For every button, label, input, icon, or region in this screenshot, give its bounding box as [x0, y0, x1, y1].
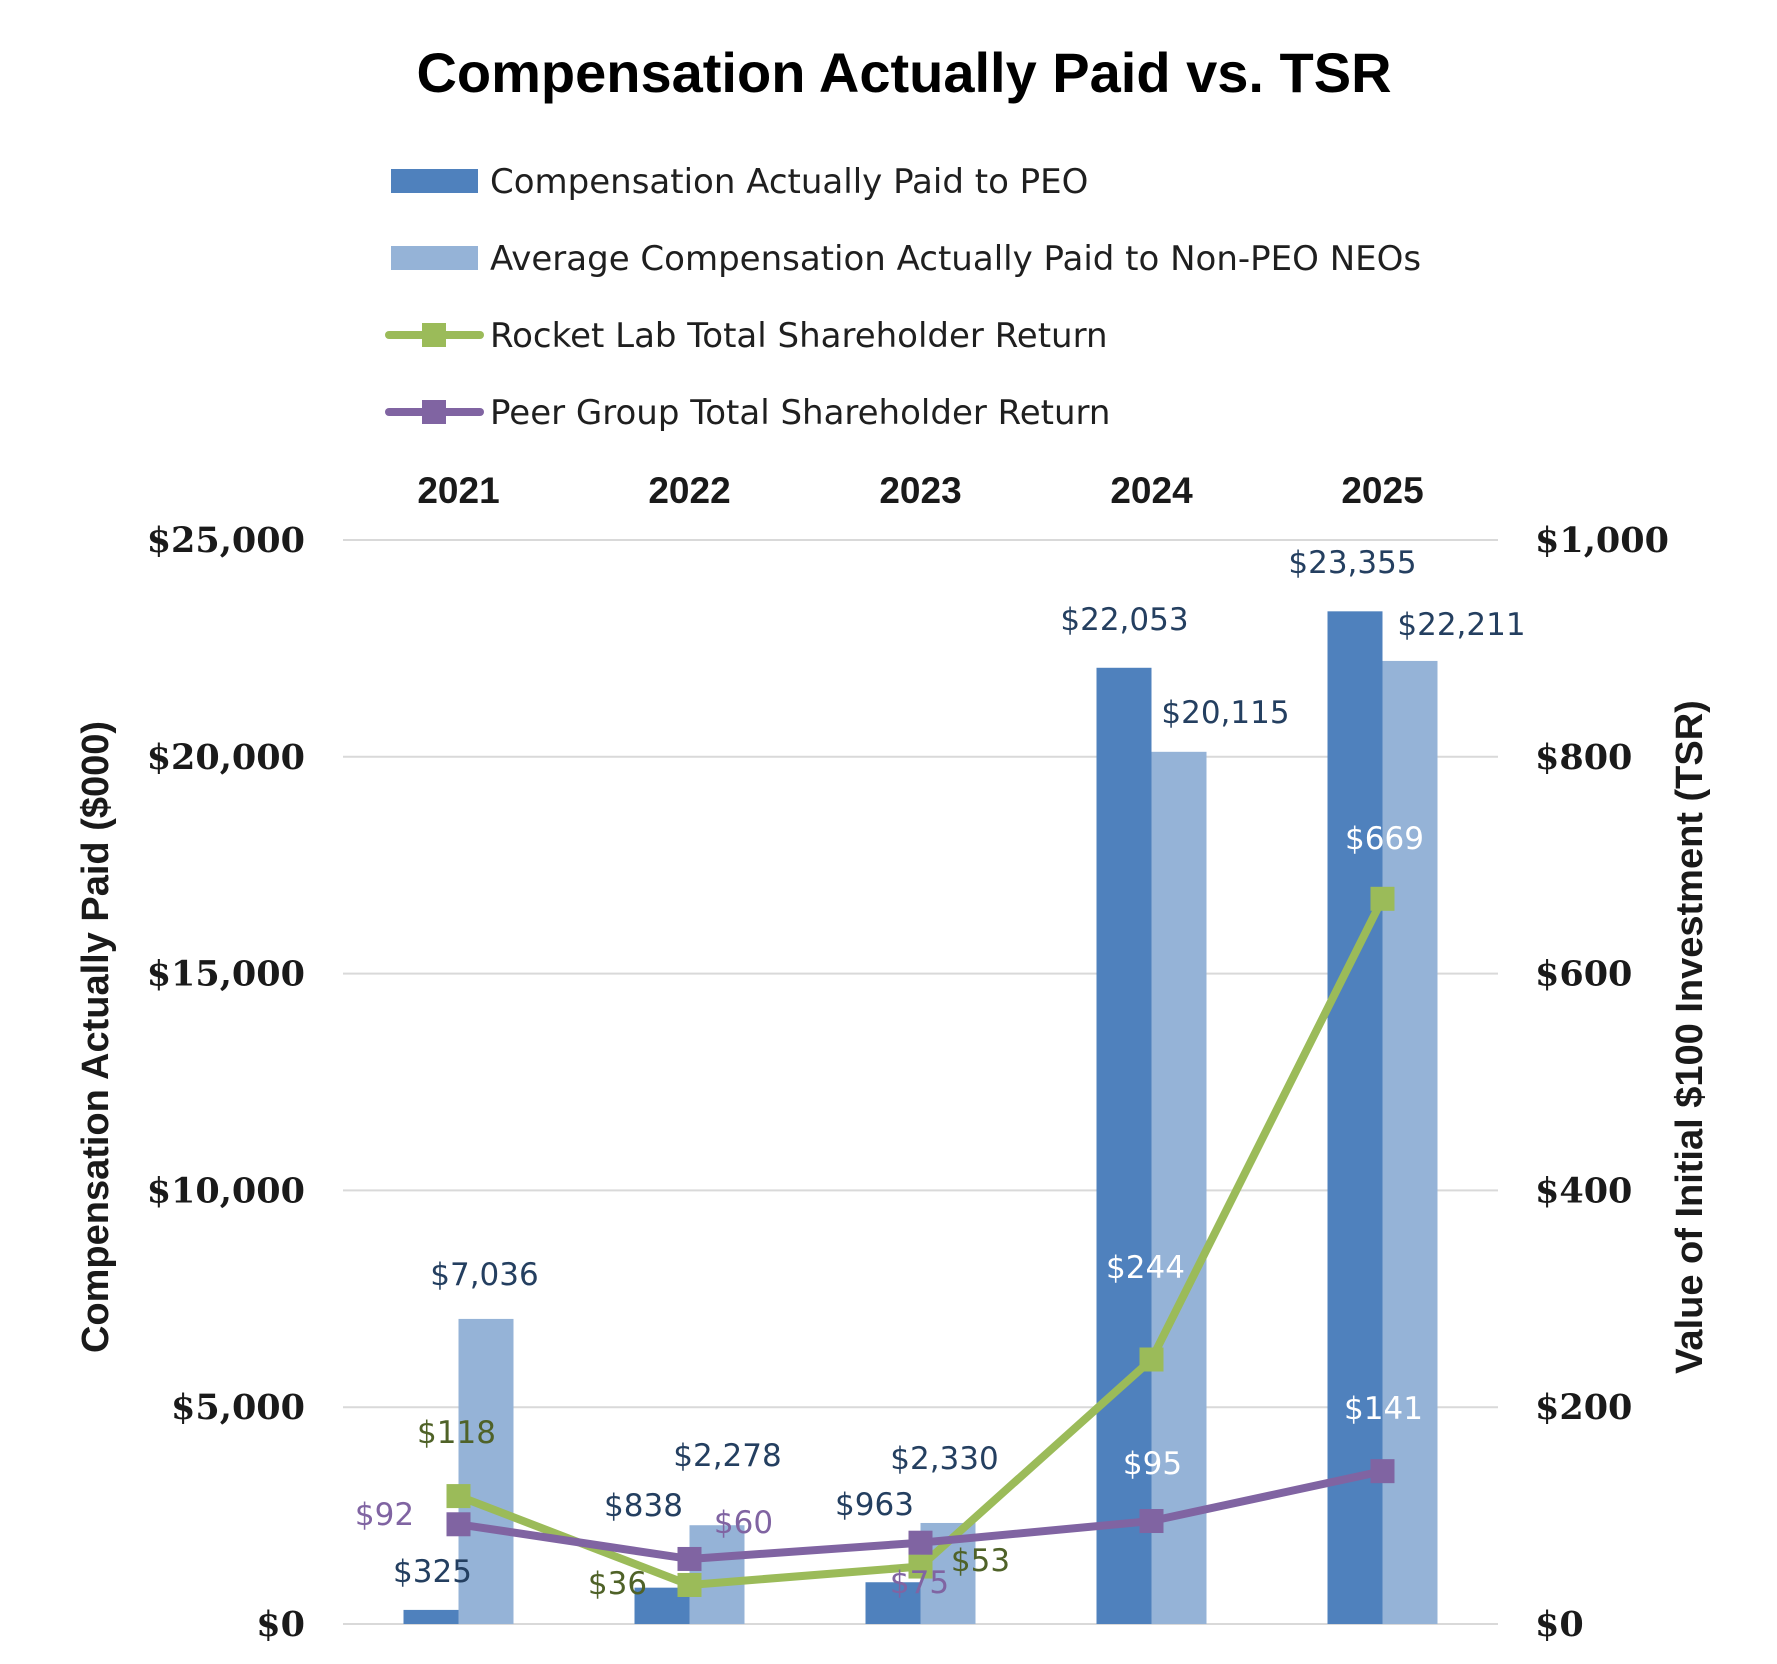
- data-label: $2,330: [890, 1441, 998, 1477]
- right-axis-tick-labels: $0 $200 $400 $600 $800 $1,000: [1535, 520, 1669, 1645]
- legend-label: Peer Group Total Shareholder Return: [490, 393, 1110, 433]
- data-label: $244: [1106, 1250, 1185, 1286]
- left-tick-label: $10,000: [147, 1170, 305, 1211]
- x-axis-tick-labels: 2021 2022 2023 2024 2025: [417, 470, 1423, 511]
- bar: [1327, 611, 1383, 1624]
- right-tick-label: $0: [1535, 1604, 1584, 1645]
- tsr-marker: [908, 1530, 933, 1555]
- data-label: $7,036: [430, 1257, 538, 1293]
- year-label: 2022: [648, 470, 730, 511]
- legend: Compensation Actually Paid to PEO Average…: [385, 162, 1421, 433]
- tsr-marker: [908, 1554, 933, 1579]
- left-tick-label: $20,000: [147, 737, 305, 778]
- left-tick-label: $15,000: [147, 954, 305, 995]
- left-axis-tick-labels: $0 $5,000 $10,000 $15,000 $20,000 $25,000: [147, 520, 305, 1645]
- data-label: $141: [1344, 1391, 1423, 1427]
- data-label: $22,211: [1397, 607, 1525, 643]
- legend-marker: [422, 400, 446, 424]
- tsr-marker: [446, 1484, 471, 1509]
- left-axis-title: Compensation Actually Paid ($000): [75, 721, 117, 1353]
- right-axis-title: Value of Initial $100 Investment (TSR): [1669, 700, 1711, 1374]
- tsr-marker: [446, 1512, 471, 1537]
- legend-swatch: [391, 246, 478, 270]
- data-label: $963: [835, 1487, 914, 1523]
- bar: [458, 1318, 514, 1624]
- right-tick-label: $1,000: [1535, 520, 1669, 561]
- data-label: $53: [951, 1543, 1010, 1579]
- tsr-marker: [1370, 886, 1395, 911]
- data-label: $20,115: [1161, 695, 1289, 731]
- data-label: $60: [714, 1505, 773, 1541]
- data-label: $36: [588, 1566, 647, 1602]
- legend-swatch: [391, 169, 478, 193]
- legend-marker: [422, 323, 446, 347]
- tsr-marker: [1139, 1347, 1164, 1372]
- tsr-marker: [1370, 1459, 1395, 1484]
- data-label: $2,278: [673, 1438, 781, 1474]
- data-label: $118: [417, 1415, 496, 1451]
- year-label: 2025: [1341, 470, 1423, 511]
- data-label: $23,355: [1288, 545, 1416, 581]
- tsr-lines: [446, 886, 1395, 1597]
- year-label: 2024: [1110, 470, 1193, 511]
- left-tick-label: $0: [256, 1604, 305, 1645]
- right-tick-label: $200: [1535, 1387, 1632, 1428]
- data-label: $22,053: [1060, 602, 1188, 638]
- right-tick-label: $600: [1535, 954, 1632, 995]
- left-tick-label: $5,000: [171, 1387, 305, 1428]
- tsr-marker: [677, 1546, 702, 1571]
- data-label: $669: [1345, 821, 1424, 857]
- chart-title: Compensation Actually Paid vs. TSR: [416, 41, 1391, 104]
- right-tick-label: $400: [1535, 1170, 1632, 1211]
- tsr-marker: [677, 1572, 702, 1597]
- tsr-line: [457, 897, 1387, 1589]
- bar: [1151, 751, 1207, 1624]
- right-tick-label: $800: [1535, 737, 1632, 778]
- bars: [403, 611, 1438, 1624]
- data-label: $92: [355, 1497, 414, 1533]
- legend-label: Rocket Lab Total Shareholder Return: [490, 316, 1108, 356]
- year-label: 2023: [879, 470, 961, 511]
- year-label: 2021: [417, 470, 499, 511]
- bar: [865, 1582, 921, 1624]
- left-tick-label: $25,000: [147, 520, 305, 561]
- legend-label: Compensation Actually Paid to PEO: [490, 162, 1088, 202]
- data-label: $325: [393, 1554, 472, 1590]
- legend-label: Average Compensation Actually Paid to No…: [490, 239, 1421, 279]
- data-label: $838: [604, 1488, 683, 1524]
- tsr-marker: [1139, 1509, 1164, 1534]
- data-label: $75: [890, 1565, 949, 1601]
- bar: [403, 1609, 459, 1624]
- bar: [1096, 667, 1152, 1624]
- data-labels: $325 $838 $963 $22,053 $23,355 $7,036 $2,278 $2…: [355, 545, 1526, 1602]
- data-label: $95: [1123, 1446, 1182, 1482]
